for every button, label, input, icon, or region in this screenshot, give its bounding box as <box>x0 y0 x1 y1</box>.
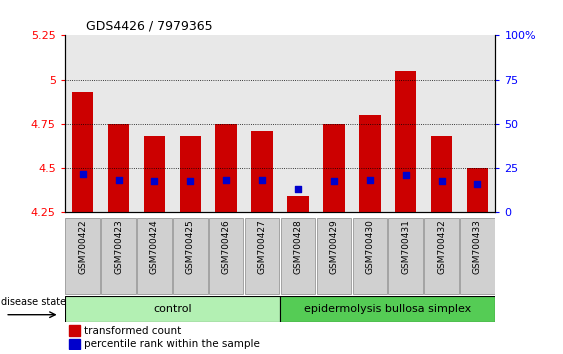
Bar <box>65 35 101 212</box>
Bar <box>244 35 280 212</box>
Bar <box>251 131 273 212</box>
Bar <box>467 168 488 212</box>
Point <box>150 178 159 184</box>
Bar <box>137 35 172 212</box>
FancyBboxPatch shape <box>173 217 208 294</box>
Bar <box>388 35 424 212</box>
FancyBboxPatch shape <box>317 217 351 294</box>
Text: GSM700432: GSM700432 <box>437 219 446 274</box>
Text: transformed count: transformed count <box>84 326 181 336</box>
FancyBboxPatch shape <box>209 217 243 294</box>
Bar <box>101 35 137 212</box>
Point <box>401 172 410 178</box>
Bar <box>323 124 345 212</box>
Text: percentile rank within the sample: percentile rank within the sample <box>84 339 260 349</box>
Text: GSM700429: GSM700429 <box>329 219 338 274</box>
Text: GSM700424: GSM700424 <box>150 219 159 274</box>
Point <box>329 178 338 183</box>
Point <box>78 172 87 177</box>
FancyBboxPatch shape <box>245 217 279 294</box>
Text: disease state: disease state <box>1 297 66 307</box>
Text: GSM700428: GSM700428 <box>293 219 302 274</box>
Bar <box>69 325 80 336</box>
FancyBboxPatch shape <box>137 217 172 294</box>
Bar <box>280 35 316 212</box>
Text: epidermolysis bullosa simplex: epidermolysis bullosa simplex <box>304 304 471 314</box>
Bar <box>69 338 80 349</box>
Text: GSM700426: GSM700426 <box>222 219 231 274</box>
Point <box>437 178 446 183</box>
Bar <box>144 136 166 212</box>
Text: GSM700423: GSM700423 <box>114 219 123 274</box>
FancyBboxPatch shape <box>388 217 423 294</box>
Point <box>186 178 195 184</box>
Text: GSM700433: GSM700433 <box>473 219 482 274</box>
Bar <box>395 71 417 212</box>
FancyBboxPatch shape <box>101 217 136 294</box>
FancyBboxPatch shape <box>280 296 495 322</box>
Bar <box>459 35 495 212</box>
Point <box>365 177 374 183</box>
Bar <box>172 35 208 212</box>
Bar <box>208 35 244 212</box>
Point <box>222 177 231 183</box>
Bar <box>359 115 381 212</box>
FancyBboxPatch shape <box>65 296 280 322</box>
FancyBboxPatch shape <box>352 217 387 294</box>
Point <box>293 185 302 191</box>
Text: GSM700430: GSM700430 <box>365 219 374 274</box>
Text: GDS4426 / 7979365: GDS4426 / 7979365 <box>86 20 213 33</box>
Text: GSM700431: GSM700431 <box>401 219 410 274</box>
Text: GSM700422: GSM700422 <box>78 219 87 274</box>
FancyBboxPatch shape <box>461 217 495 294</box>
Bar <box>108 124 129 212</box>
Bar <box>424 35 459 212</box>
FancyBboxPatch shape <box>65 217 100 294</box>
Bar <box>287 196 309 212</box>
Point <box>258 177 267 183</box>
Bar <box>316 35 352 212</box>
Bar <box>180 136 201 212</box>
Text: GSM700427: GSM700427 <box>258 219 267 274</box>
FancyBboxPatch shape <box>425 217 459 294</box>
Bar <box>431 136 452 212</box>
Point <box>114 177 123 183</box>
Point <box>473 181 482 187</box>
FancyBboxPatch shape <box>281 217 315 294</box>
Text: GSM700425: GSM700425 <box>186 219 195 274</box>
Text: control: control <box>153 304 192 314</box>
Bar <box>72 92 93 212</box>
Bar <box>352 35 388 212</box>
Bar <box>216 124 237 212</box>
